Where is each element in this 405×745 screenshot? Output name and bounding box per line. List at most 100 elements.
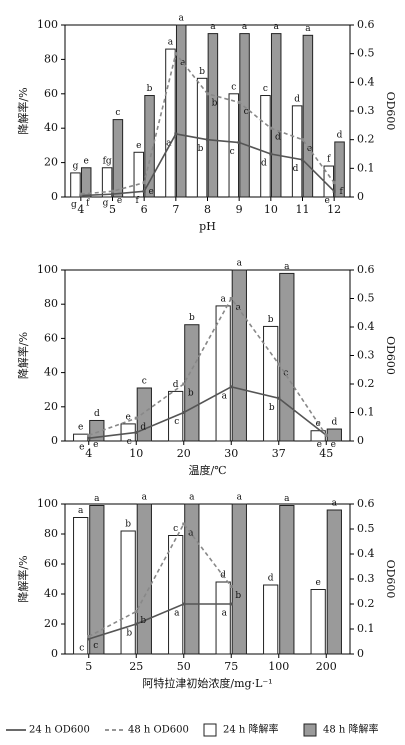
y2-axis-label: OD600 [384,560,397,599]
line-letter: a [222,609,228,619]
bar [326,509,342,655]
bar-letter: b [268,315,274,325]
line-letter: b [188,389,194,399]
bar-letter: d [94,409,100,419]
line-marker [301,138,304,142]
x-tick-label: 75 [224,660,238,673]
x-tick-label: 200 [316,660,337,673]
line-letter: f [86,199,90,209]
y2-tick-label: 0.2 [357,377,375,390]
y-tick-label: 40 [44,587,58,600]
bar [207,33,219,198]
x-axis-label: 温度/℃ [188,463,226,477]
line-letter: c [79,644,84,654]
bar-letter: b [147,84,153,94]
x-tick-label: 6 [141,203,148,216]
bar-letter: c [115,108,120,118]
line-marker [182,522,186,526]
line-letter: a [222,391,228,401]
bar-letter: c [231,82,236,92]
y-tick-label: 40 [44,121,58,134]
bar [80,167,92,198]
od-line [88,297,327,437]
od-line [88,603,232,640]
x-tick-label: 30 [224,447,238,460]
y2-tick-label: 0.6 [357,497,375,510]
bar-letter: a [168,38,174,48]
line-letter: c [174,417,179,427]
x-tick-label: 5 [85,660,92,673]
y2-tick-label: 0.2 [357,133,375,146]
y-tick-label: 20 [44,400,58,413]
y-tick-label: 60 [44,87,58,100]
y2-tick-label: 0.5 [357,292,375,305]
y-tick-label: 0 [51,647,58,660]
bar [310,589,326,655]
y-tick-label: 60 [44,331,58,344]
line-letter: e [149,187,154,197]
plot-frame [64,269,351,442]
y-tick-label: 20 [44,156,58,169]
y-tick-label: 60 [44,557,58,570]
bar [228,93,240,198]
line-letter: f [135,196,139,206]
bar-letter: a [242,22,248,32]
y-tick-label: 0 [51,190,58,203]
legend-label: 24 h OD600 [29,725,90,736]
x-tick-label: 25 [129,660,143,673]
line-letter: c [230,147,235,157]
line-letter: a [180,58,186,68]
bar [89,419,105,442]
bar [270,33,282,198]
line-letter: b [126,629,132,639]
bar-letter: e [126,412,131,422]
bar [73,433,89,442]
bar-letter: e [136,141,141,151]
bar [112,119,124,198]
line-letter: a [188,529,194,539]
y2-tick-label: 0.5 [357,522,375,535]
y-tick-label: 80 [44,297,58,310]
line-marker [134,610,138,613]
legend-label: 48 h OD600 [128,725,189,736]
x-tick-label: 37 [272,447,286,460]
bar-letter: e [78,423,83,433]
line-letter: b [235,591,241,601]
bar-letter: b [189,313,195,323]
x-axis-label: 阿特拉津初始浓度/mg·L⁻¹ [142,676,272,690]
od-line [80,133,335,197]
bar-letter: a [210,22,216,32]
bar [239,33,250,198]
x-tick-label: 7 [172,203,179,216]
y2-tick-label: 0.6 [357,263,375,276]
bar [120,530,136,655]
bar-letter: e [316,578,321,588]
bar [279,272,295,442]
bar [302,34,314,198]
x-tick-label: 10 [129,447,143,460]
y2-tick-label: 0.3 [357,572,375,585]
od-line [88,386,327,439]
bar-letter: a [179,14,185,24]
y2-axis-label: OD600 [384,92,397,131]
x-tick-label: 4 [85,447,92,460]
y2-tick-label: 0.5 [357,47,375,60]
bar [215,581,231,655]
bar [144,95,155,198]
y-tick-label: 100 [37,497,58,510]
y2-tick-label: 0.6 [357,18,375,31]
x-tick-label: 10 [264,203,278,216]
x-axis-label: pH [199,220,216,233]
bar [136,387,152,442]
bar-letter: d [268,574,274,584]
bar [133,151,145,198]
legend-label: 24 h 降解率 [223,723,279,736]
bar-letter: c [142,376,147,386]
bar [101,167,113,198]
plot-frame [64,503,351,655]
line-letter: a [174,609,180,619]
od-line [80,51,335,195]
line-letter: d [275,133,281,143]
y2-tick-label: 0.4 [357,547,375,560]
bar-letter: c [173,524,178,534]
